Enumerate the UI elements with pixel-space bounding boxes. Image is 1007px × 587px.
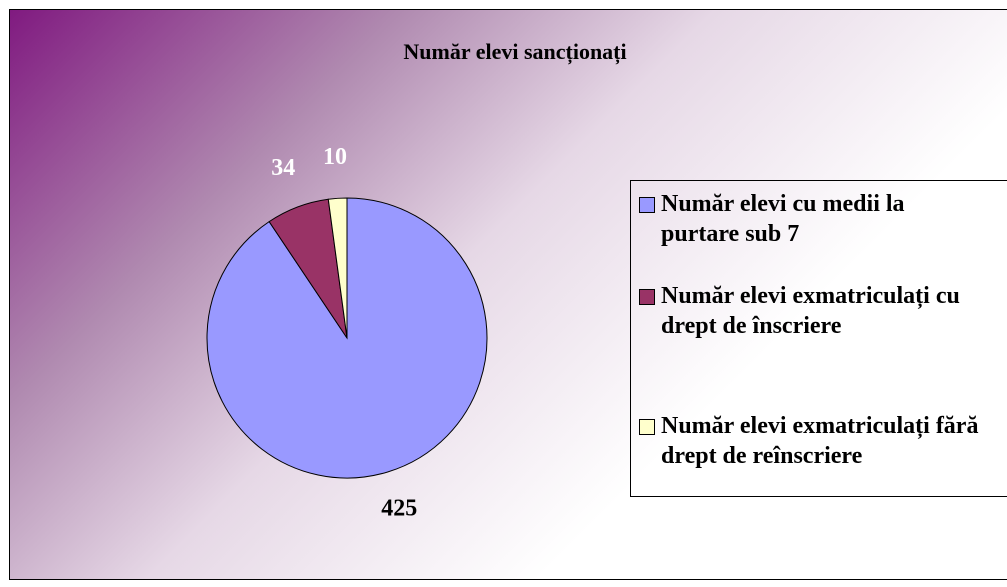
chart-area: [9, 9, 1007, 580]
legend-label: Număr elevi exmatriculați cu drept de în…: [661, 283, 960, 339]
pie-slice: [327, 197, 348, 339]
legend-label: Număr elevi exmatriculați fără drept de …: [661, 413, 979, 469]
legend-swatch: [639, 419, 655, 435]
legend-item: Număr elevi exmatriculați cu drept de în…: [639, 281, 984, 341]
data-label: 34: [271, 155, 295, 181]
chart-title: Număr elevi sancționați: [403, 39, 626, 65]
legend-swatch: [639, 197, 655, 213]
legend-item: Număr elevi cu medii la purtare sub 7: [639, 189, 984, 249]
legend-item: Număr elevi exmatriculați fără drept de …: [639, 411, 984, 471]
legend: Număr elevi cu medii la purtare sub 7 Num…: [630, 180, 1007, 497]
legend-label: Număr elevi cu medii la purtare sub 7: [661, 191, 905, 247]
legend-swatch: [639, 289, 655, 305]
data-label: 10: [323, 144, 347, 170]
data-label: 425: [381, 496, 417, 522]
